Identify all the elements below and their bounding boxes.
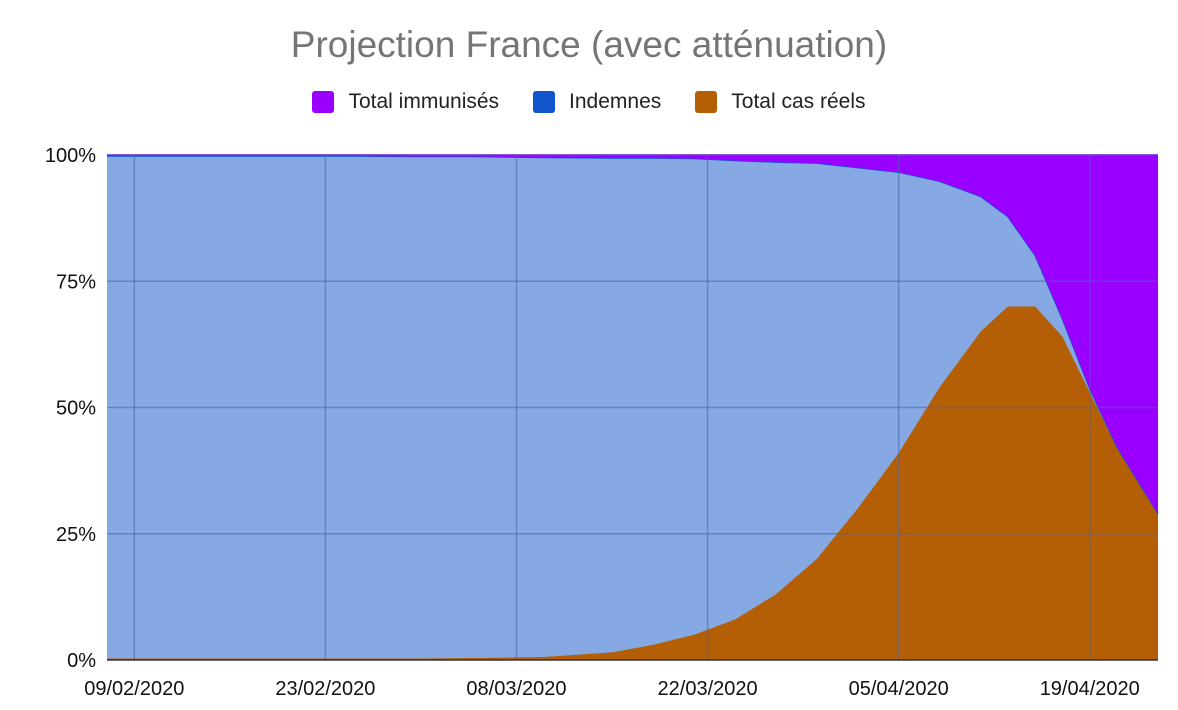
legend: Total immunisés Indemnes Total cas réels bbox=[0, 90, 1178, 114]
series-area bbox=[107, 155, 1158, 514]
legend-swatch bbox=[533, 91, 556, 113]
legend-label: Total cas réels bbox=[731, 90, 866, 113]
y-tick-label: 50% bbox=[56, 398, 96, 420]
legend-item: Total immunisés bbox=[312, 90, 499, 114]
x-tick-label: 05/04/2020 bbox=[849, 678, 949, 700]
legend-swatch bbox=[312, 91, 335, 113]
y-tick-label: 100% bbox=[45, 145, 96, 167]
x-tick-label: 23/02/2020 bbox=[275, 678, 375, 700]
legend-label: Total immunisés bbox=[348, 90, 500, 113]
y-tick-label: 25% bbox=[56, 524, 96, 546]
legend-label: Indemnes bbox=[569, 90, 662, 113]
x-tick-label: 19/04/2020 bbox=[1040, 678, 1140, 700]
legend-swatch bbox=[695, 91, 718, 113]
y-tick-label: 75% bbox=[56, 271, 96, 293]
x-tick-label: 09/02/2020 bbox=[84, 678, 184, 700]
y-tick-label: 0% bbox=[67, 650, 96, 672]
series-area bbox=[107, 306, 1158, 660]
legend-item: Total cas réels bbox=[695, 90, 866, 114]
legend-item: Indemnes bbox=[533, 90, 661, 114]
chart-title: Projection France (avec atténuation) bbox=[290, 24, 888, 65]
x-tick-label: 22/03/2020 bbox=[658, 678, 758, 700]
x-tick-label: 08/03/2020 bbox=[466, 678, 566, 700]
